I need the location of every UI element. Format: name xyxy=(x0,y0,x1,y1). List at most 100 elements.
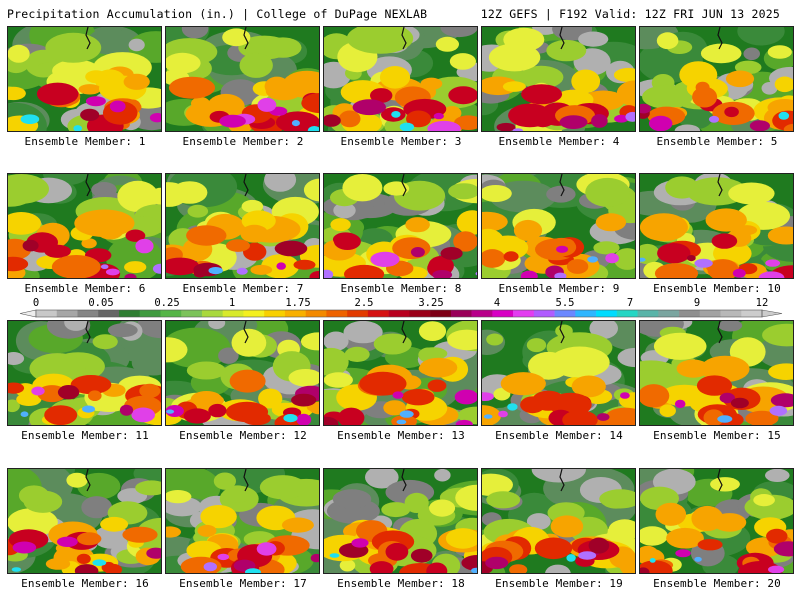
precip-field xyxy=(482,174,635,278)
coastline xyxy=(717,174,723,197)
colorbar-swatch xyxy=(492,310,514,317)
ensemble-member-map xyxy=(639,173,794,279)
ensemble-member-map xyxy=(639,468,794,574)
ensemble-member-label: Ensemble Member: 14 xyxy=(495,429,623,442)
ensemble-member-label: Ensemble Member: 20 xyxy=(653,577,781,590)
coastline xyxy=(85,174,91,197)
ensemble-member-label: Ensemble Member: 4 xyxy=(498,135,620,148)
precip-field xyxy=(8,321,161,425)
coastline xyxy=(717,469,723,492)
ensemble-member-label: Ensemble Member: 3 xyxy=(340,135,462,148)
colorbar-swatch xyxy=(679,310,701,317)
colorbar-swatch xyxy=(222,310,244,317)
ensemble-member-label: Ensemble Member: 1 xyxy=(24,135,146,148)
colorbar-tick-label: 1 xyxy=(228,297,236,309)
colorbar-swatch xyxy=(533,310,555,317)
precip-field xyxy=(640,469,793,573)
precip-field xyxy=(166,27,319,131)
colorbar-swatch xyxy=(658,310,680,317)
colorbar-swatch xyxy=(181,310,203,317)
coastline xyxy=(243,321,249,344)
ensemble-member-label: Ensemble Member: 6 xyxy=(24,282,146,295)
coastline xyxy=(243,469,249,492)
coastline xyxy=(401,321,407,344)
colorbar-swatch xyxy=(450,310,472,317)
colorbar-max-arrow xyxy=(761,309,783,318)
colorbar-swatch xyxy=(305,310,327,317)
colorbar-swatch xyxy=(388,310,410,317)
map-title: Precipitation Accumulation (in.) | Colle… xyxy=(7,7,428,21)
colorbar-tick-label: 2.5 xyxy=(354,297,374,309)
colorbar-tick-label: 7 xyxy=(626,297,634,309)
colorbar-swatch xyxy=(201,310,223,317)
precip-field xyxy=(8,27,161,131)
colorbar-swatch xyxy=(554,310,576,317)
colorbar-swatch xyxy=(139,310,161,317)
precip-field xyxy=(166,469,319,573)
colorbar-swatch xyxy=(118,310,141,317)
coastline xyxy=(559,469,565,492)
colorbar-tick-label: 4 xyxy=(493,297,501,309)
ensemble-member-map xyxy=(165,26,320,132)
colorbar-tick-label: 0 xyxy=(32,297,40,309)
ensemble-member-label: Ensemble Member: 19 xyxy=(495,577,623,590)
precip-field xyxy=(166,174,319,278)
precip-field xyxy=(482,27,635,131)
coastline xyxy=(717,321,723,344)
precip-field xyxy=(324,469,477,573)
precip-field xyxy=(324,27,477,131)
precip-field xyxy=(482,469,635,573)
ensemble-member-map xyxy=(323,320,478,426)
colorbar-swatch xyxy=(616,310,638,317)
coastline xyxy=(85,469,91,492)
ensemble-member-map xyxy=(323,26,478,132)
precip-field xyxy=(640,174,793,278)
colorbar-swatch xyxy=(98,310,120,317)
coastline xyxy=(401,174,407,197)
coastline xyxy=(559,174,565,197)
colorbar-swatch xyxy=(720,310,742,317)
coastline xyxy=(243,27,249,50)
colorbar-swatch xyxy=(367,310,389,317)
colorbar-tick-label: 0.05 xyxy=(88,297,114,309)
ensemble-member-map xyxy=(7,468,162,574)
colorbar-swatch xyxy=(513,310,535,317)
precip-colorbar xyxy=(19,309,783,318)
ensemble-member-label: Ensemble Member: 12 xyxy=(179,429,307,442)
ensemble-member-label: Ensemble Member: 7 xyxy=(182,282,304,295)
coastline xyxy=(559,27,565,50)
colorbar-tick-label: 9 xyxy=(693,297,701,309)
colorbar-tick-label: 12 xyxy=(755,297,769,309)
ensemble-member-map xyxy=(165,320,320,426)
ensemble-member-label: Ensemble Member: 13 xyxy=(337,429,465,442)
ensemble-member-map xyxy=(639,26,794,132)
colorbar-tick-label: 3.25 xyxy=(418,297,444,309)
ensemble-member-label: Ensemble Member: 2 xyxy=(182,135,304,148)
colorbar-swatch xyxy=(326,310,348,317)
ensemble-member-label: Ensemble Member: 10 xyxy=(653,282,781,295)
colorbar-swatch xyxy=(409,310,431,317)
colorbar-swatch xyxy=(243,310,265,317)
precip-field xyxy=(482,321,635,425)
ensemble-member-map xyxy=(639,320,794,426)
ensemble-member-map xyxy=(7,320,162,426)
precip-field xyxy=(8,174,161,278)
coastline xyxy=(559,321,565,344)
ensemble-member-map xyxy=(7,173,162,279)
colorbar-swatch xyxy=(160,310,182,317)
coastline xyxy=(85,27,91,50)
ensemble-member-label: Ensemble Member: 17 xyxy=(179,577,307,590)
colorbar-swatch xyxy=(347,310,369,317)
ensemble-member-map xyxy=(165,173,320,279)
ensemble-member-map xyxy=(481,26,636,132)
colorbar-swatch xyxy=(264,310,286,317)
ensemble-member-label: Ensemble Member: 16 xyxy=(21,577,149,590)
colorbar-swatch xyxy=(430,310,452,317)
colorbar-swatch xyxy=(637,310,659,317)
colorbar-tick-label: 5.5 xyxy=(555,297,575,309)
ensemble-member-label: Ensemble Member: 9 xyxy=(498,282,620,295)
colorbar-swatch xyxy=(596,310,618,317)
colorbar-swatch xyxy=(36,310,58,317)
colorbar-swatch xyxy=(741,310,763,317)
precip-field xyxy=(8,469,161,573)
